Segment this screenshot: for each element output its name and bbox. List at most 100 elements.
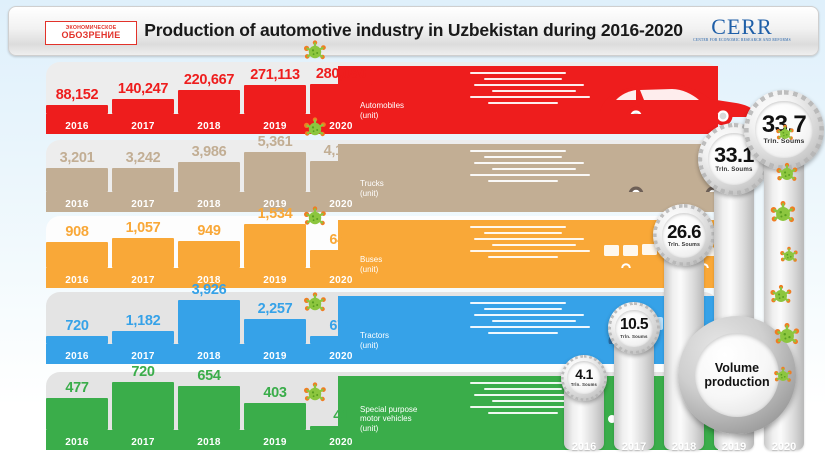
bar-value-label: 3,926: [191, 282, 227, 298]
bar-2020: [310, 336, 372, 344]
bar-year-label: 2017: [131, 275, 155, 286]
volume-value: 4.1: [575, 366, 593, 382]
bar-2020: [310, 426, 372, 430]
bar-year-label: 2019: [263, 437, 287, 448]
category-label: Buses (unit): [360, 255, 382, 274]
gear-icon-2016: 4.1 Trln. Soums: [561, 354, 607, 401]
bar-2018: [178, 90, 240, 114]
bar-value-label: 720: [131, 364, 155, 380]
speed-lines: [470, 66, 600, 112]
category-unit: (unit): [360, 264, 379, 274]
logo-left-line1: ЭКОНОМИЧЕСКОЕ: [65, 24, 117, 31]
bar-value-label: 4,163: [323, 143, 359, 159]
bar-year-label: 2016: [65, 351, 89, 362]
bar-2019: [244, 319, 306, 344]
category-unit: (unit): [360, 423, 379, 433]
volume-production-tire-icon: Volume production: [678, 316, 796, 434]
year-baseline: [46, 268, 718, 288]
bar-year-label: 2018: [197, 437, 221, 448]
chart-row-buses: 908 2016 1,057 2017 949 2018 1,534 2019 642 2020 B…: [0, 206, 825, 288]
bar-year-label: 2020: [329, 437, 353, 448]
virus-icon: [775, 162, 800, 185]
bar-year-label: 2016: [65, 121, 89, 132]
column-year-label: 2017: [621, 441, 647, 453]
bar-value-label: 280,080: [315, 66, 367, 82]
category-unit: (unit): [360, 340, 379, 350]
bar-value-label: 477: [65, 380, 89, 396]
gear-icon-2020: 33.7 Trln. Soums: [744, 89, 824, 170]
bar-value-label: 2,257: [257, 301, 293, 317]
bar-2016: [46, 242, 108, 268]
gear-icon-2018: 26.6 Trln. Soums: [653, 204, 715, 267]
bar-value-label: 949: [197, 223, 221, 239]
bar-value-label: 403: [263, 385, 287, 401]
bar-2017: [112, 99, 174, 114]
volume-value: 10.5: [620, 316, 649, 334]
bar-year-label: 2020: [329, 275, 353, 286]
virus-icon: [772, 323, 801, 350]
virus-icon: [302, 117, 328, 141]
column-year-label: 2018: [671, 441, 697, 453]
bar-2018: [178, 162, 240, 192]
column-year-label: 2020: [771, 441, 797, 453]
bar-2016: [46, 168, 108, 192]
ekonomicheskoe-obozrenie-logo: ЭКОНОМИЧЕСКОЕ ОБОЗРЕНИЕ: [45, 21, 137, 45]
virus-icon: [768, 201, 797, 228]
category-label: Trucks (unit): [360, 179, 384, 198]
bar-value-label: 1,534: [257, 206, 293, 222]
virus-icon: [302, 206, 328, 230]
bar-year-label: 2017: [131, 199, 155, 210]
category-unit: (unit): [360, 110, 379, 120]
bar-2019: [244, 152, 306, 192]
bar-year-label: 2020: [329, 121, 353, 132]
bar-value-label: 720: [65, 318, 89, 334]
bar-2017: [112, 331, 174, 344]
year-baseline: [46, 344, 718, 364]
bar-year-label: 2018: [197, 275, 221, 286]
volume-unit: Trln. Soums: [763, 138, 805, 146]
category-name: Automobiles: [360, 101, 405, 110]
bar-2017: [112, 382, 174, 430]
bar-2016: [46, 398, 108, 430]
category-name: Buses: [360, 255, 383, 264]
virus-icon: [773, 366, 794, 385]
bar-value-label: 5,361: [257, 134, 293, 150]
bar-year-label: 2020: [329, 199, 353, 210]
bar-value-label: 908: [65, 224, 89, 240]
speed-lines: [470, 144, 600, 190]
cerr-logo-subtitle: CENTER FOR ECONOMIC RESEARCH AND REFORMS: [693, 38, 791, 42]
column-year-label: 2016: [571, 441, 597, 453]
bar-year-label: 2018: [197, 351, 221, 362]
bar-value-label: 3,201: [59, 150, 95, 166]
category-name: Tractors: [360, 331, 390, 340]
bar-value-label: 140,247: [117, 81, 169, 97]
bar-year-label: 2016: [65, 437, 89, 448]
bar-2017: [112, 238, 174, 268]
year-baseline: [46, 430, 718, 450]
category-unit: (unit): [360, 188, 379, 198]
bar-2020: [310, 250, 372, 268]
bar-year-label: 2020: [329, 351, 353, 362]
bar-value-label: 3,242: [125, 150, 161, 166]
category-name: Trucks: [360, 179, 384, 188]
bar-2020: [310, 84, 372, 114]
category-label: Special purpose motor vehicles (unit): [360, 405, 418, 434]
volume-unit: Trln. Soums: [620, 333, 648, 339]
bar-value-label: 88,152: [55, 87, 99, 103]
bar-value-label: 271,113: [250, 67, 300, 83]
virus-icon: [779, 246, 800, 265]
bar-value-label: 41: [333, 408, 349, 424]
speed-lines: [470, 296, 600, 342]
volume-unit: Trln. Soums: [715, 166, 753, 174]
bar-year-label: 2018: [197, 121, 221, 132]
bar-year-label: 2017: [131, 437, 155, 448]
bar-value-label: 642: [329, 232, 353, 248]
bar-value-label: 3,986: [191, 144, 227, 160]
bar-2017: [112, 168, 174, 192]
category-label: Automobiles (unit): [360, 101, 404, 120]
bar-year-label: 2016: [65, 275, 89, 286]
bar-year-label: 2017: [131, 351, 155, 362]
header-bar: ЭКОНОМИЧЕСКОЕ ОБОЗРЕНИЕ Production of au…: [8, 6, 819, 56]
volume-value: 26.6: [667, 220, 701, 242]
